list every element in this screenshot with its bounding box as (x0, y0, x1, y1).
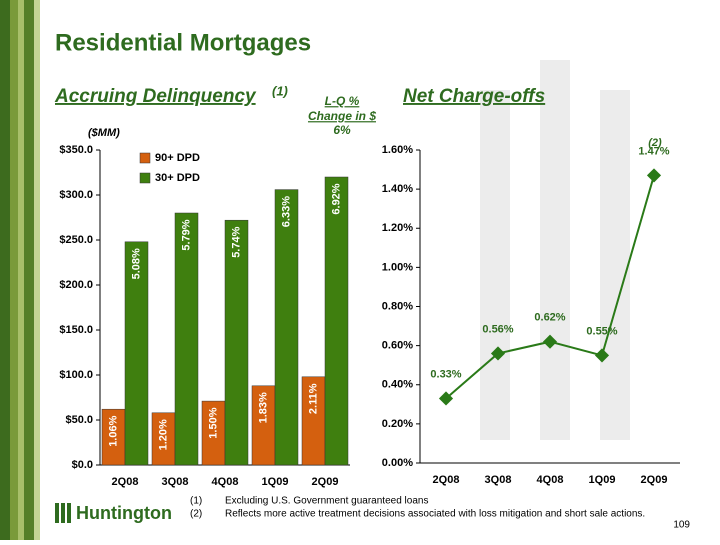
x-tick-label: 2Q09 (312, 476, 339, 488)
y-tick-label: 0.60% (382, 340, 413, 352)
annotation: 6% (333, 123, 351, 137)
x-tick-label: 4Q08 (212, 476, 239, 488)
y-tick-label: 1.20% (382, 222, 413, 234)
logo: Huntington (55, 503, 172, 523)
x-tick-label: 1Q09 (589, 474, 616, 486)
y-tick-label: 0.80% (382, 300, 413, 312)
stripe (0, 0, 10, 540)
value-label: 1.47% (638, 145, 669, 157)
annotation: (2) (648, 137, 662, 149)
y-tick-label: 0.40% (382, 379, 413, 391)
legend-label: 30+ DPD (155, 172, 200, 184)
stripe (18, 0, 24, 540)
bar-rate-label: 5.08% (130, 248, 142, 279)
watermark-bar (540, 60, 570, 440)
value-label: 0.56% (482, 323, 513, 335)
chart-title: Net Charge-offs (403, 86, 545, 107)
footnote: Excluding U.S. Government guaranteed loa… (225, 496, 428, 507)
bar (324, 176, 349, 466)
bar-rate-label: 2.11% (307, 383, 319, 414)
bar-rate-label: 5.79% (180, 219, 192, 250)
x-tick-label: 2Q09 (641, 474, 668, 486)
bar-rate-label: 5.74% (230, 226, 242, 257)
stripe (10, 0, 18, 540)
y-tick-label: $300.0 (59, 189, 93, 201)
bar (124, 241, 149, 466)
y-tick-label: $200.0 (59, 279, 93, 291)
bar (174, 212, 199, 466)
bar (274, 189, 299, 466)
y-tick-label: 1.00% (382, 261, 413, 273)
y-tick-label: $50.0 (65, 414, 93, 426)
footnote: Reflects more active treatment decisions… (225, 509, 645, 520)
bar-rate-label: 1.06% (107, 415, 119, 446)
bar-rate-label: 1.83% (257, 392, 269, 423)
point-marker (438, 391, 454, 406)
point-marker (542, 334, 558, 349)
footnote-marker: (2) (190, 509, 202, 520)
point-marker (594, 348, 610, 363)
y-tick-label: 0.20% (382, 418, 413, 430)
slide-title: Residential Mortgages (55, 29, 311, 56)
logo-mark (67, 503, 71, 523)
x-tick-label: 3Q08 (485, 474, 512, 486)
value-label: 0.55% (586, 325, 617, 337)
value-label: 0.33% (430, 368, 461, 380)
annotation: Change in $ (308, 109, 376, 123)
watermark (480, 60, 630, 440)
x-tick-label: 4Q08 (537, 474, 564, 486)
y-tick-label: 1.40% (382, 183, 413, 195)
x-tick-label: 3Q08 (162, 476, 189, 488)
point-marker (646, 168, 662, 183)
bar-rate-label: 1.20% (157, 419, 169, 450)
bar-rate-label: 1.50% (207, 407, 219, 438)
watermark-bar (600, 90, 630, 440)
y-tick-label: $350.0 (59, 144, 93, 156)
watermark-bar (480, 90, 510, 440)
annotation: L-Q % (325, 94, 360, 108)
bar-rate-label: 6.33% (280, 196, 292, 227)
title-note: (1) (272, 83, 288, 98)
value-label: 0.62% (534, 312, 565, 324)
legend-swatch (139, 172, 151, 184)
x-tick-label: 2Q08 (112, 476, 139, 488)
x-tick-label: 2Q08 (433, 474, 460, 486)
logo-mark (61, 503, 65, 523)
bar (224, 219, 249, 466)
page-number: 109 (673, 520, 690, 531)
bar-rate-label: 6.92% (330, 183, 342, 214)
y-tick-label: 0.00% (382, 457, 413, 469)
y-tick-label: $150.0 (59, 324, 93, 336)
y-tick-label: $0.0 (72, 459, 93, 471)
logo-mark (55, 503, 59, 523)
legend-label: 90+ DPD (155, 152, 200, 164)
unit-label: ($MM) (88, 127, 120, 139)
stripe (24, 0, 34, 540)
chart-title: Accruing Delinquency (54, 86, 257, 107)
y-tick-label: 1.60% (382, 144, 413, 156)
logo-text: Huntington (76, 503, 172, 523)
y-tick-label: $250.0 (59, 234, 93, 246)
footnote-marker: (1) (190, 496, 202, 507)
side-stripes (0, 0, 40, 540)
stripe (34, 0, 40, 540)
x-tick-label: 1Q09 (262, 476, 289, 488)
y-tick-label: $100.0 (59, 369, 93, 381)
legend-swatch (139, 152, 151, 164)
point-marker (490, 346, 506, 361)
